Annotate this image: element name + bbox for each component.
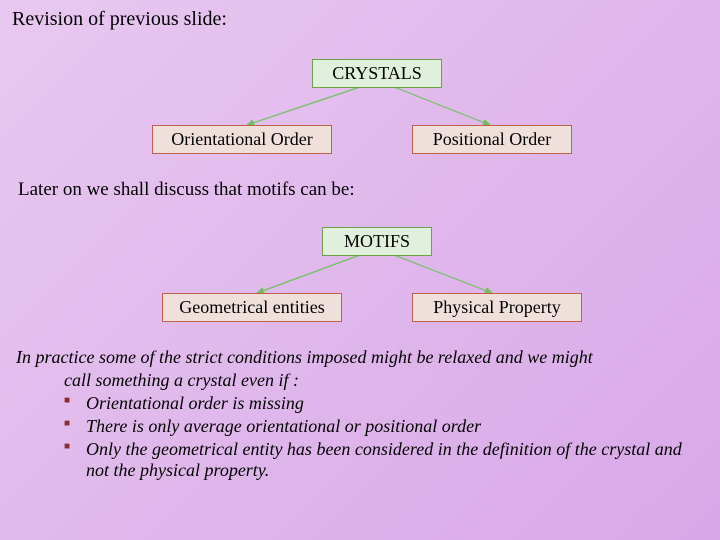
- motifs-arrow-left: [257, 255, 360, 293]
- crystals-arrow-left: [247, 87, 360, 125]
- italic-lead-line2: call something a crystal even if :: [16, 370, 700, 391]
- motifs-arrow-right: [394, 255, 492, 293]
- bullet-item: Orientational order is missing: [64, 393, 700, 414]
- crystals-box-right: Positional Order: [412, 125, 572, 154]
- motifs-box-right: Physical Property: [412, 293, 582, 322]
- bullet-item: There is only average orientational or p…: [64, 416, 700, 437]
- italic-bullets: Orientational order is missing There is …: [16, 393, 700, 481]
- motifs-box-left: Geometrical entities: [162, 293, 342, 322]
- crystals-tree: CRYSTALS Orientational Order Positional …: [12, 59, 708, 159]
- crystals-arrow-right: [394, 87, 490, 125]
- italic-paragraph: In practice some of the strict condition…: [12, 347, 708, 481]
- italic-lead-line1: In practice some of the strict condition…: [16, 347, 700, 368]
- revision-heading: Revision of previous slide:: [12, 8, 708, 31]
- crystals-box-root: CRYSTALS: [312, 59, 442, 88]
- crystals-box-left: Orientational Order: [152, 125, 332, 154]
- bullet-item: Only the geometrical entity has been con…: [64, 439, 700, 481]
- motifs-box-root: MOTIFS: [322, 227, 432, 256]
- motifs-tree: MOTIFS Geometrical entities Physical Pro…: [12, 227, 708, 327]
- motifs-intro-text: Later on we shall discuss that motifs ca…: [18, 179, 708, 201]
- slide: Revision of previous slide: CRYSTALS Ori…: [0, 0, 720, 540]
